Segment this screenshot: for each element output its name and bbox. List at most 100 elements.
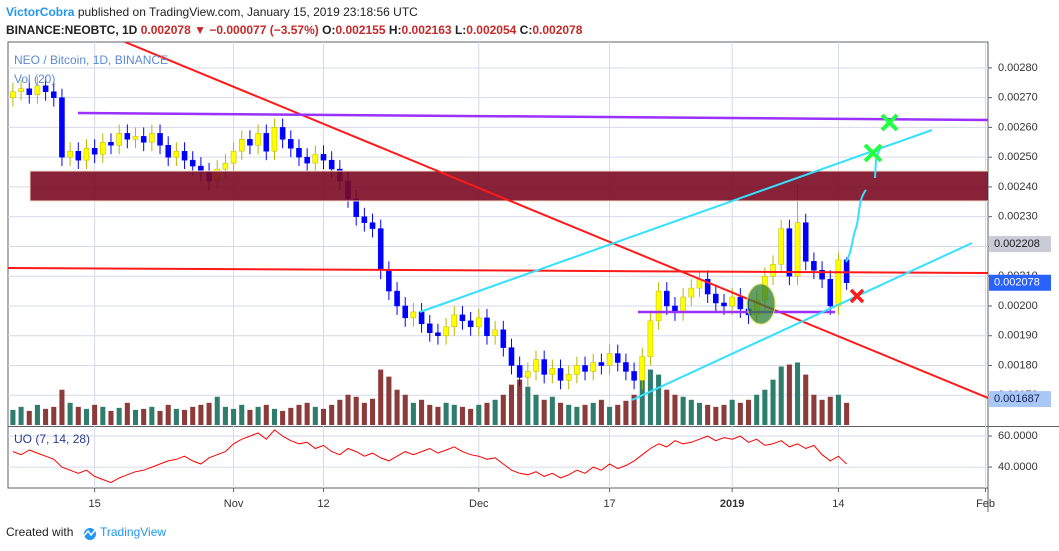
highlight-ellipse [746,283,776,325]
y-tick-label: 0.00240 [998,181,1038,193]
volume-bar [43,408,49,425]
footer-brand[interactable]: TradingView [100,525,166,539]
volume-bar [231,408,237,425]
candle-body [320,153,327,161]
candle-body [116,133,122,146]
volume-bar [844,402,850,425]
candle-body [394,290,400,307]
candle-body [255,133,261,146]
y-tick-label: 0.00180 [998,359,1038,371]
y-tick-label: 0.00230 [998,211,1038,223]
candle-body [574,365,580,375]
candle-body [704,278,711,295]
oscillator-label: UO (7, 14, 28) [14,432,90,446]
volume-bar [402,394,408,425]
ohlc-label: L: [455,23,466,37]
volume-bar [337,399,343,425]
candle-body [369,222,376,229]
candle-body [639,356,646,381]
y-tick-label: 0.00260 [998,121,1038,133]
candle-body [623,362,629,372]
candle-body [140,136,147,143]
candle-body [222,162,229,170]
volume-bar [745,399,752,425]
volume-bar [451,404,457,425]
candle-body [516,365,523,378]
volume-bar [631,394,637,425]
arrow: ▼ [194,23,206,37]
volume-bar [615,404,621,425]
tradingview-logo [83,528,97,540]
volume-bar [566,404,572,425]
candle-body [451,314,458,328]
volume-bar [239,404,245,425]
volume-bar [508,384,515,425]
volume-bar [116,407,122,425]
candle-body [59,97,65,158]
x-tick-label: Nov [224,498,244,510]
ohlc-label: H: [389,23,402,37]
candle-body [819,270,825,280]
candle-body [418,311,425,325]
labels: NEO / Bitcoin, 1D, BINANCE Vol (20) UO (… [14,53,168,446]
volume-bar [582,404,588,425]
y-tick-label: 0.00190 [998,330,1038,342]
x-tick-label: 15 [89,498,101,510]
volume-bar [75,406,81,425]
volume-bar [459,406,465,425]
candle-body [606,353,613,366]
candle-body [598,362,605,366]
volume-bar [795,362,801,425]
candle-body [492,329,498,336]
volume-bar [132,409,139,425]
volume-bar [353,396,359,425]
candle-body [467,320,474,328]
candle-body [525,371,531,378]
volume-bar [18,406,24,425]
volume-bar [280,410,286,425]
ohlc-label: C: [520,23,533,37]
volume-bar [664,389,670,425]
volume-bar [361,402,367,425]
last-price-tag-box [989,274,1051,291]
candle-body [50,91,57,98]
candle-body [835,259,842,307]
candle-body [173,150,180,158]
volume-bar [304,402,310,425]
author[interactable]: VictorCobra [6,5,75,19]
header-line: VictorCobra published on TradingView.com… [6,5,418,19]
target-mark [863,143,883,163]
volume-bar [386,376,392,425]
volume-bar [770,379,776,425]
candle-body [721,302,727,307]
candle-body [100,142,106,155]
candle-body [688,287,695,298]
volume-bar [182,409,188,425]
volume-bar [492,399,498,425]
drawings [8,42,988,401]
candle-body [230,150,237,164]
x-tick-label: 17 [603,498,615,510]
stop-mark [849,288,865,304]
candle-body [263,133,270,152]
volume-bar [607,406,613,425]
candle-body [83,147,90,161]
candle-body [770,264,776,277]
candle-body [75,150,82,161]
candle-body [443,326,449,336]
candle-body [42,85,49,92]
volume-bar [427,404,433,425]
volume-bar [541,399,547,425]
volume-bar [819,399,825,425]
volume-bar [100,406,106,425]
candle-body [541,359,547,375]
volume-bar [435,406,441,425]
oscillator-line [12,429,847,484]
last-price-tag: 0.002078 [994,277,1040,289]
candle-body [729,296,735,307]
volume-bar [476,404,482,425]
y-tick-label: 0.00200 [998,300,1038,312]
candle-body [271,127,278,152]
candle-body [737,296,744,310]
